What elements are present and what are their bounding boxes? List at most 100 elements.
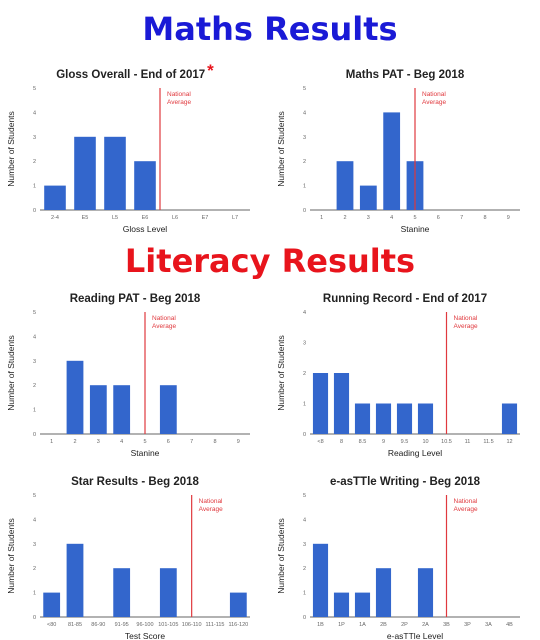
bar	[229, 592, 247, 617]
chart-title: Reading PAT - Beg 2018	[70, 293, 201, 305]
national-average-label: National	[422, 91, 446, 98]
bar	[333, 373, 350, 434]
bar	[134, 161, 156, 210]
x-tick-label: E5	[82, 215, 89, 221]
y-tick-label: 0	[303, 208, 306, 214]
x-tick-label: 10	[422, 439, 428, 445]
gloss-overall-chart: Gloss Overall - End of 2017 * 0 1 2 3 4 5 2-4 E5 L…	[6, 61, 250, 234]
title-asterisk: *	[207, 61, 214, 80]
x-tick-label: 1B	[317, 622, 324, 628]
maths-pat-chart: Maths PAT - Beg 2018 0 1 2 3 4 5 1 2 3 4 5 6 7 8 9 Natio…	[276, 69, 520, 234]
x-tick-label: <80	[47, 622, 56, 628]
reading-pat-chart: Reading PAT - Beg 2018 0 1 2 3 4 5 1 2 3 4 5 6 7 8 9 Nat…	[6, 293, 250, 458]
y-tick-label: 4	[303, 517, 306, 523]
x-tick-label: 4	[120, 439, 123, 445]
x-tick-label: 2A	[422, 622, 429, 628]
x-tick-label: L7	[232, 215, 238, 221]
y-tick-label: 5	[33, 493, 36, 499]
y-tick-label: 2	[33, 566, 36, 572]
y-axis-label: Number of Students	[6, 335, 16, 411]
x-tick-label: 5	[143, 439, 146, 445]
bar	[501, 403, 518, 434]
x-tick-label: 2P	[401, 622, 408, 628]
x-tick-label: 11	[465, 439, 471, 445]
national-average-label: Average	[422, 99, 446, 106]
bar	[74, 136, 96, 210]
y-tick-label: 0	[33, 432, 36, 438]
bar	[66, 543, 84, 617]
x-tick-label: 4	[390, 215, 393, 221]
bar	[354, 403, 371, 434]
y-tick-label: 5	[33, 86, 36, 92]
y-tick-label: 1	[33, 408, 36, 414]
bar	[333, 592, 350, 617]
national-average-label: Average	[454, 323, 478, 330]
x-tick-label: 12	[506, 439, 512, 445]
x-tick-label: E7	[202, 215, 209, 221]
y-tick-label: 1	[303, 591, 306, 597]
x-tick-label: <8	[317, 439, 323, 445]
bar	[89, 385, 107, 434]
x-tick-label: 1	[320, 215, 323, 221]
x-tick-label: 4B	[506, 622, 513, 628]
x-axis-label: Reading Level	[388, 448, 442, 458]
bar	[159, 568, 177, 617]
y-tick-label: 4	[33, 517, 36, 523]
y-axis-label: Number of Students	[6, 111, 16, 187]
y-tick-label: 2	[33, 159, 36, 165]
y-tick-label: 0	[33, 208, 36, 214]
bar	[312, 543, 329, 617]
bar	[417, 403, 434, 434]
y-tick-label: 5	[303, 493, 306, 499]
y-axis-label: Number of Students	[276, 111, 286, 187]
y-tick-label: 2	[303, 566, 306, 572]
y-tick-label: 3	[303, 341, 306, 347]
x-tick-label: 1	[50, 439, 53, 445]
bar	[113, 568, 131, 617]
national-average-label: Average	[454, 506, 478, 513]
y-axis-label: Number of Students	[276, 518, 286, 594]
x-tick-label: 9	[237, 439, 240, 445]
y-tick-label: 3	[303, 135, 306, 141]
x-tick-label: 2	[73, 439, 76, 445]
bar	[354, 592, 371, 617]
chart-title: Star Results - Beg 2018	[71, 476, 199, 488]
bar	[159, 385, 177, 434]
x-tick-label: 9	[507, 215, 510, 221]
x-axis-label: Test Score	[125, 631, 165, 640]
x-tick-label: 106-110	[182, 622, 202, 628]
chart-title: Maths PAT - Beg 2018	[346, 69, 465, 81]
bar	[417, 568, 434, 617]
bar	[383, 112, 401, 210]
x-axis-label: Gloss Level	[123, 224, 168, 234]
y-tick-label: 1	[303, 184, 306, 190]
x-axis-label: Stanine	[401, 224, 430, 234]
x-tick-label: 9.5	[401, 439, 409, 445]
x-tick-label: 6	[167, 439, 170, 445]
national-average-label: National	[454, 315, 478, 322]
x-tick-label: 101-105	[158, 622, 178, 628]
national-average-label: Average	[199, 506, 223, 513]
x-tick-label: 3B	[443, 622, 450, 628]
y-axis-label: Number of Students	[6, 518, 16, 594]
chart-title: Gloss Overall - End of 2017 *	[56, 61, 214, 81]
national-average-label: National	[454, 498, 478, 505]
y-tick-label: 0	[303, 615, 306, 621]
national-average-label: Average	[167, 99, 191, 106]
chart-title: Running Record - End of 2017	[323, 293, 487, 305]
y-tick-label: 0	[303, 432, 306, 438]
national-average-label: Average	[152, 323, 176, 330]
x-tick-label: L6	[172, 215, 178, 221]
y-tick-label: 4	[303, 310, 306, 316]
y-tick-label: 4	[303, 110, 306, 116]
y-tick-label: 3	[303, 542, 306, 548]
y-tick-label: 4	[33, 334, 36, 340]
y-tick-label: 1	[303, 402, 306, 408]
x-tick-label: 3	[97, 439, 100, 445]
bar	[113, 385, 131, 434]
y-tick-label: 3	[33, 359, 36, 365]
bar	[44, 185, 66, 210]
national-average-label: National	[199, 498, 223, 505]
bar	[375, 403, 392, 434]
